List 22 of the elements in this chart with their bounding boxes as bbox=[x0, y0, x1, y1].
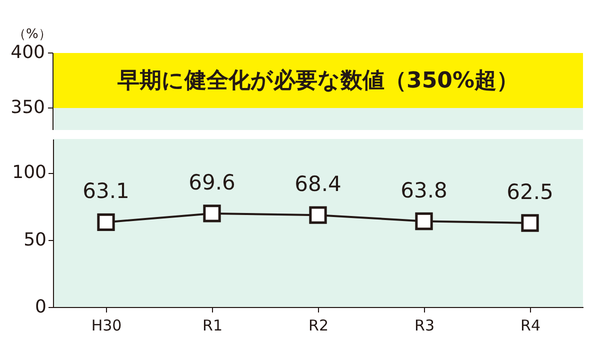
data-label: 63.1 bbox=[82, 179, 130, 204]
point bbox=[309, 206, 327, 224]
y-tick-label: 50 bbox=[24, 229, 46, 250]
text: 400 bbox=[10, 42, 45, 63]
text: 350 bbox=[10, 97, 45, 118]
x-tick-label: R1 bbox=[202, 316, 222, 334]
x-tick-label: R4 bbox=[520, 316, 540, 334]
point bbox=[203, 204, 221, 222]
data-label: 69.6 bbox=[188, 170, 236, 194]
data-label: 63.8 bbox=[400, 178, 448, 202]
point bbox=[97, 213, 115, 232]
x-tick-label: H30 bbox=[91, 316, 122, 334]
point bbox=[521, 214, 539, 232]
y-tick-label: 100 bbox=[12, 162, 46, 184]
point bbox=[415, 212, 433, 230]
data-label: 68.4 bbox=[294, 172, 342, 196]
y-tick-label: 0 bbox=[35, 296, 46, 318]
x-tick-label: R3 bbox=[414, 316, 434, 334]
text: （%） bbox=[13, 27, 52, 42]
text: 早期に健全化が必要な数値（350%超） bbox=[116, 68, 518, 94]
x-tick-label: R2 bbox=[308, 316, 328, 334]
data-label: 62.5 bbox=[506, 180, 554, 204]
